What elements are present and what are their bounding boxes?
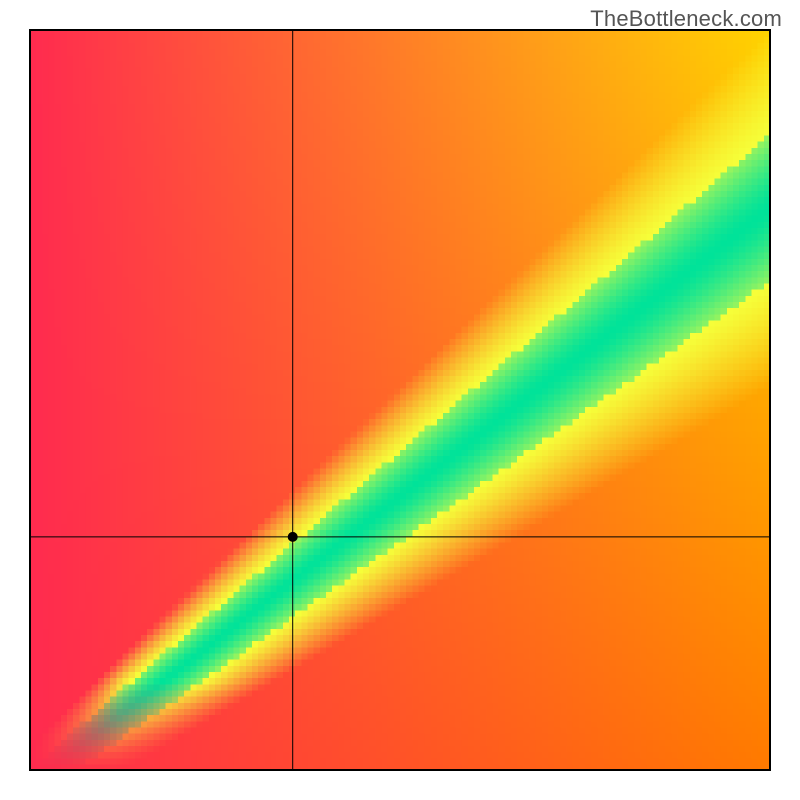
watermark-text: TheBottleneck.com xyxy=(590,6,782,32)
chart-container: TheBottleneck.com xyxy=(0,0,800,800)
crosshair-marker xyxy=(288,532,298,542)
bottleneck-heatmap xyxy=(0,0,800,800)
